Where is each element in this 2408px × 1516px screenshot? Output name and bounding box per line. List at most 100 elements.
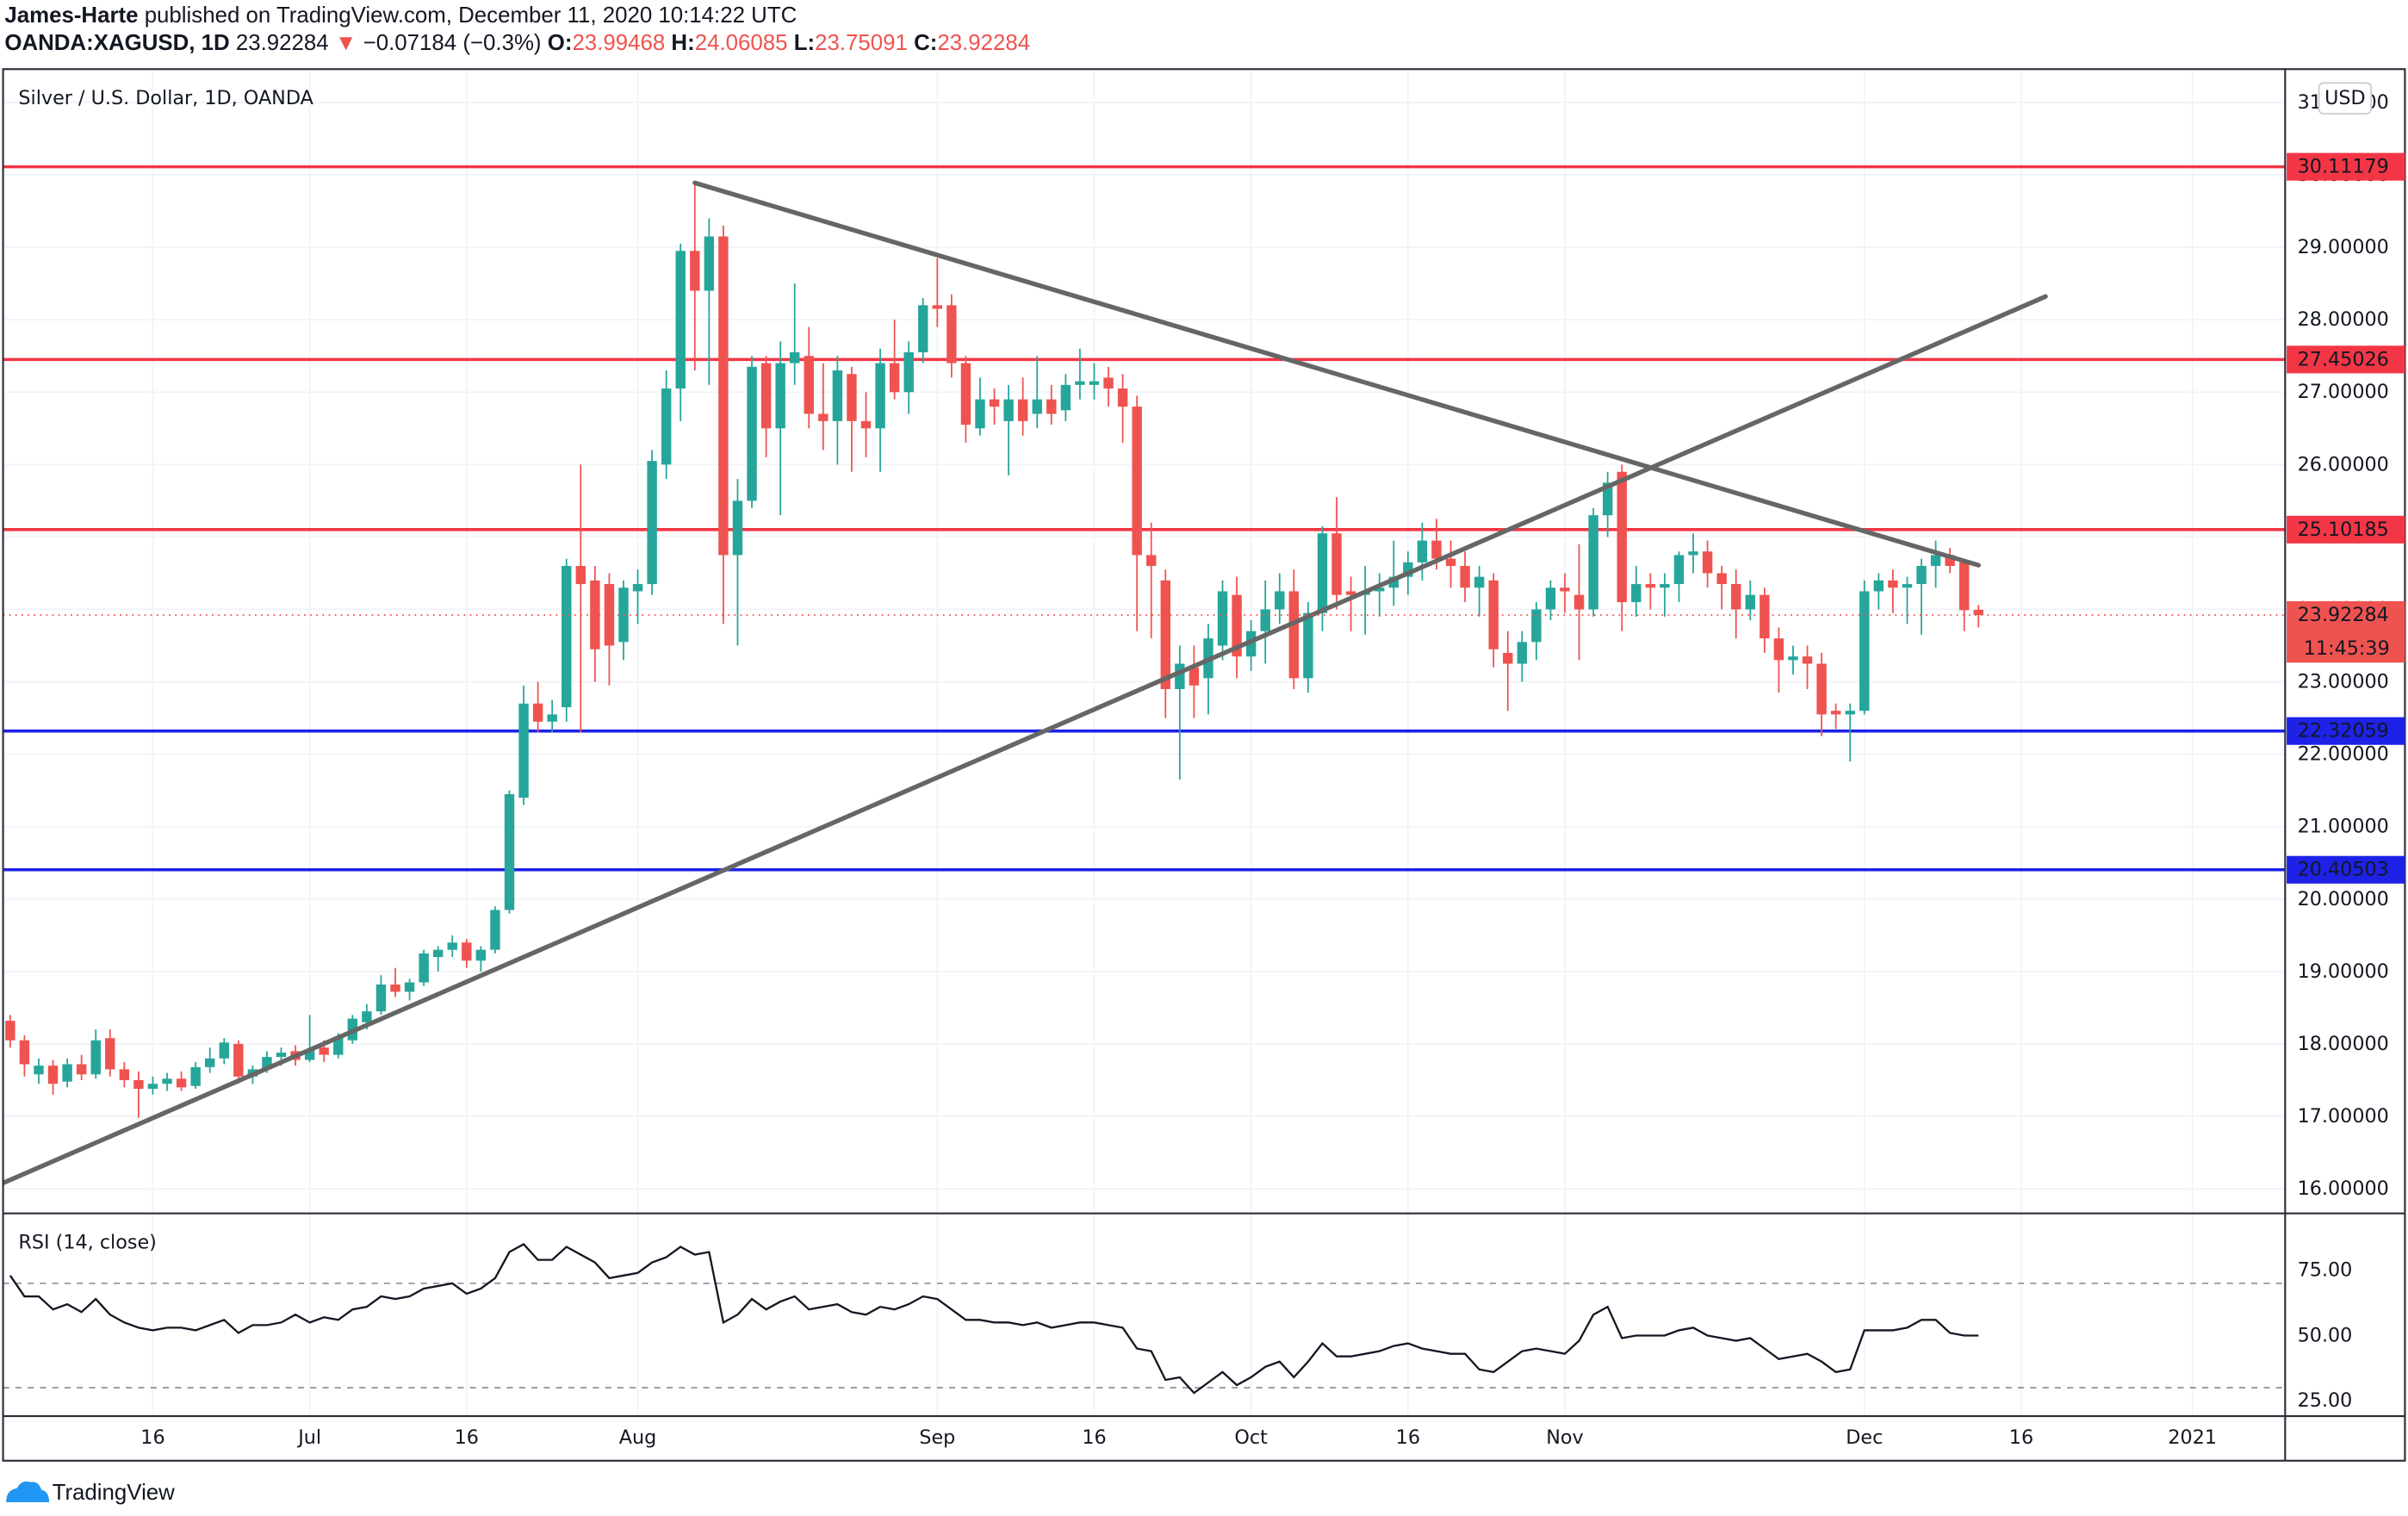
candle-body [1816, 663, 1827, 715]
candle-body [1303, 612, 1313, 679]
candle-body [860, 420, 872, 429]
candle-body [1531, 609, 1542, 643]
candle-body [34, 1066, 44, 1075]
candle-body [1160, 580, 1171, 689]
currency-button[interactable] [2318, 82, 2373, 115]
candle-body [1417, 540, 1428, 562]
x-tick-label: 2021 [2168, 1426, 2217, 1449]
candle-body [1745, 594, 1756, 610]
level-tag-label: 22.32059 [2298, 720, 2389, 742]
x-tick-label: Oct [1234, 1426, 1268, 1449]
author: James-Harte [4, 3, 138, 28]
candle-body [1275, 591, 1285, 610]
x-tick-label: 16 [140, 1426, 164, 1449]
symbol-line: OANDA:XAGUSD, 1D 23.92284 ▼ −0.07184 (−0… [4, 31, 1030, 55]
candle-body [903, 352, 914, 393]
candle-body [1089, 381, 1100, 385]
candle-body [1188, 667, 1200, 686]
brand: TradingView [53, 1481, 176, 1505]
candle-body [276, 1053, 287, 1058]
candle-body [1645, 584, 1656, 588]
close-label: C: [914, 31, 937, 55]
x-tick-label: Sep [919, 1426, 955, 1449]
publish-line: James-Harte published on TradingView.com… [4, 3, 797, 28]
candle-body [1731, 584, 1741, 610]
candle-body [1388, 576, 1399, 588]
candle-body [504, 793, 515, 910]
candle-body [575, 566, 586, 585]
level-tag [2287, 717, 2405, 745]
candle-body [447, 942, 457, 950]
candle-body [162, 1078, 172, 1084]
candle-body [1175, 663, 1185, 689]
candle-body [1716, 573, 1727, 585]
candle-body [1759, 594, 1770, 639]
candle-body [90, 1040, 101, 1075]
rsi-line [9, 1243, 1979, 1395]
candle-body [1973, 609, 1983, 615]
last-price: 23.92284 [236, 31, 329, 55]
candle-body [1003, 399, 1014, 421]
candle-body [5, 1021, 16, 1041]
y-tick-label: 20.00000 [2298, 888, 2389, 910]
price-pane [3, 165, 2286, 1186]
candle-body [1317, 533, 1328, 613]
low-label: L: [794, 31, 815, 55]
candle-body [390, 985, 400, 992]
x-tick-label: 16 [1082, 1426, 1106, 1449]
level-tag [2287, 152, 2405, 181]
y-tick-label: 19.00000 [2298, 960, 2389, 983]
candle-body [1060, 384, 1071, 411]
candle-body [647, 461, 657, 585]
candle-body [532, 703, 543, 722]
candle-body [1631, 584, 1642, 603]
level-tag-label: 27.45026 [2298, 348, 2389, 370]
candle-body [790, 352, 800, 363]
footer-logo: TradingView [6, 1481, 175, 1505]
level-tag-label: 25.10185 [2298, 519, 2389, 541]
candle-body [661, 388, 672, 465]
candle-body [105, 1038, 115, 1070]
y-tick-label: 23.00000 [2298, 671, 2389, 693]
candle-body [889, 363, 900, 393]
close-value: 23.92284 [937, 31, 1030, 55]
candle-body [818, 413, 829, 421]
x-tick-label: Dec [1846, 1426, 1883, 1449]
y-tick-label: 16.00000 [2298, 1177, 2389, 1200]
y-tick-label: 28.00000 [2298, 308, 2389, 331]
candle-body [1460, 566, 1470, 588]
candle-body [832, 370, 843, 421]
y-tick-label: 29.00000 [2298, 236, 2389, 258]
candle-body [1117, 388, 1128, 407]
y-tick-label: 21.00000 [2298, 816, 2389, 838]
candle-body [1588, 515, 1598, 610]
candle-body [1959, 562, 1970, 611]
candle-body [47, 1066, 59, 1084]
low-value: 23.75091 [815, 31, 908, 55]
y-tick-label: 17.00000 [2298, 1105, 2389, 1128]
level-tag [2287, 515, 2405, 544]
candle-body [404, 982, 415, 992]
candle-body [1660, 584, 1670, 588]
candle-body [119, 1069, 130, 1081]
candle-body [1545, 587, 1556, 610]
chart-title: Silver / U.S. Dollar, 1D, OANDA [18, 87, 313, 109]
candle-body [490, 910, 500, 950]
candle-body [419, 953, 429, 983]
candle-body [1488, 580, 1499, 649]
candle-body [1888, 580, 1898, 588]
publisher: published on TradingView.com, December 1… [145, 3, 797, 28]
candle-body [475, 949, 487, 961]
currency[interactable]: USD [2324, 87, 2366, 109]
candle-body [718, 236, 729, 556]
candle-body [1431, 540, 1442, 559]
level-tag-label: 30.11179 [2298, 156, 2389, 178]
candle-body [775, 363, 785, 429]
trend-line [692, 180, 1981, 568]
candle-body [1902, 584, 1913, 588]
candle-body [375, 985, 387, 1012]
y-tick-label: 22.00000 [2298, 743, 2389, 766]
candle-body [975, 399, 985, 429]
